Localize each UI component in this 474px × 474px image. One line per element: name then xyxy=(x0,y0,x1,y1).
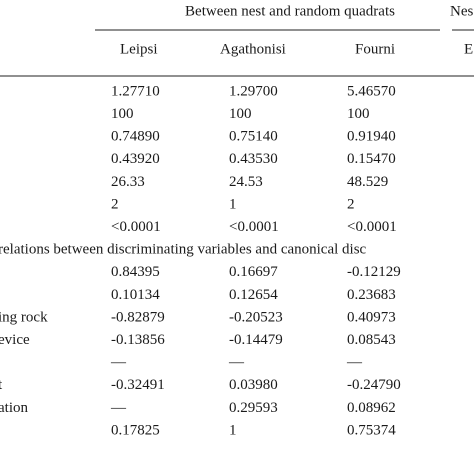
cell: -0.12129 xyxy=(347,264,401,280)
cell: 100 xyxy=(347,106,370,122)
cell: 0.75374 xyxy=(347,422,396,438)
row-label: ing rock xyxy=(0,309,48,325)
cell: 100 xyxy=(111,106,134,122)
cell: 2 xyxy=(111,196,119,212)
cell: 0.03980 xyxy=(229,377,278,393)
cell: 0.12654 xyxy=(229,287,278,303)
cell: 1.27710 xyxy=(111,83,160,99)
cell: 0.75140 xyxy=(229,129,278,145)
cell: -0.32491 xyxy=(111,377,165,393)
cell: 26.33 xyxy=(111,174,145,190)
cell: 0.84395 xyxy=(111,264,160,280)
cell: — xyxy=(228,355,245,371)
row-label: t xyxy=(0,377,3,393)
cell: -0.13856 xyxy=(111,332,165,348)
column-header: Fourni xyxy=(355,41,395,57)
cell: 0.43920 xyxy=(111,151,160,167)
cell: 0.23683 xyxy=(347,287,396,303)
cell: 0.08543 xyxy=(347,332,396,348)
cell: 0.40973 xyxy=(347,309,396,325)
cell: — xyxy=(346,355,363,371)
cell: 0.29593 xyxy=(229,400,278,416)
row-label: evice xyxy=(0,332,30,348)
column-header: Leipsi xyxy=(120,41,158,57)
cell: 24.53 xyxy=(229,174,263,190)
cell: 0.16697 xyxy=(229,264,278,280)
row-label: ation xyxy=(0,400,28,416)
cell: 0.15470 xyxy=(347,151,396,167)
cell: 100 xyxy=(229,106,252,122)
cell: 0.43530 xyxy=(229,151,278,167)
cell: 0.10134 xyxy=(111,287,160,303)
cell: <0.0001 xyxy=(111,219,161,235)
section-heading: relations between discriminating variabl… xyxy=(0,242,367,258)
cell: -0.82879 xyxy=(111,309,165,325)
cell: 1 xyxy=(229,196,237,212)
cell: 0.08962 xyxy=(347,400,396,416)
cell: -0.24790 xyxy=(347,377,401,393)
cell: — xyxy=(110,400,127,416)
column-header: E xyxy=(464,41,473,57)
cell: 0.91940 xyxy=(347,129,396,145)
cell: 2 xyxy=(347,196,355,212)
cell: 0.17825 xyxy=(111,422,160,438)
cell: <0.0001 xyxy=(229,219,279,235)
group-header: Nes xyxy=(450,3,473,19)
cell: 1.29700 xyxy=(229,83,278,99)
cell: 1 xyxy=(229,422,237,438)
cell: 5.46570 xyxy=(347,83,396,99)
cell: 48.529 xyxy=(347,174,388,190)
cell: <0.0001 xyxy=(347,219,397,235)
group-header: Between nest and random quadrats xyxy=(185,3,395,19)
cell: 0.74890 xyxy=(111,129,160,145)
cell: — xyxy=(110,355,127,371)
cell: -0.20523 xyxy=(229,309,283,325)
column-header: Agathonisi xyxy=(220,41,286,57)
cell: -0.14479 xyxy=(229,332,283,348)
